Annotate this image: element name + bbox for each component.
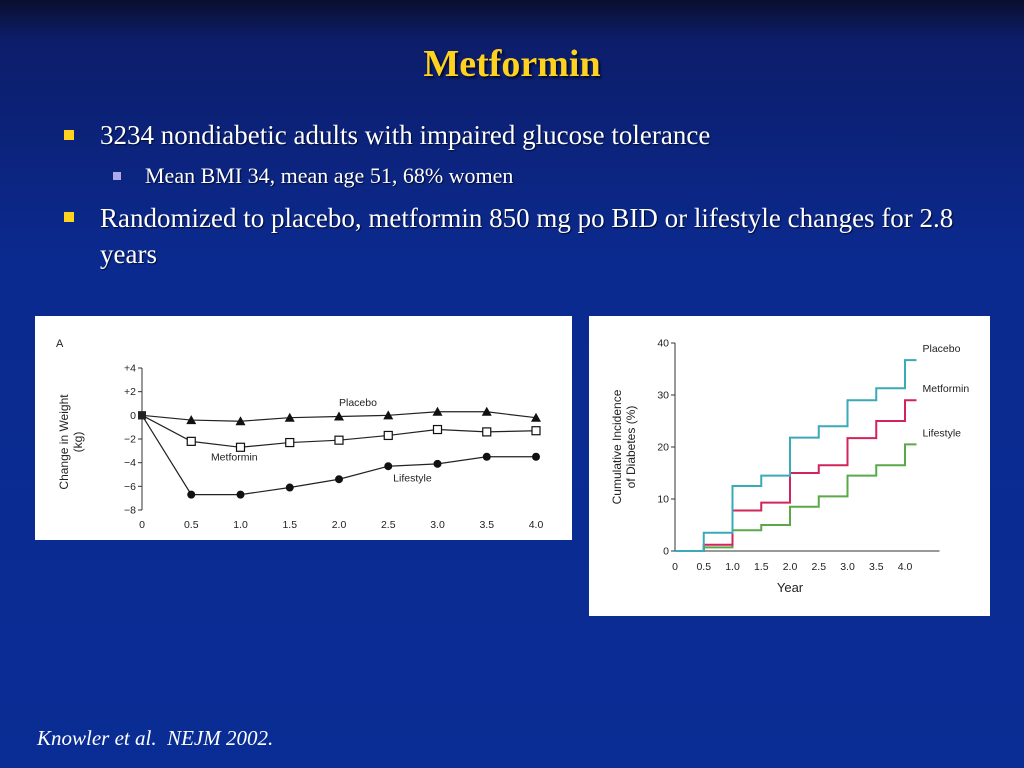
data-point-placebo (284, 412, 295, 422)
x-tick-label: 1.0 (233, 519, 248, 531)
data-point-metformin (383, 430, 393, 441)
x-tick-label: 4.0 (898, 561, 913, 573)
diabetes-incidence-chart-svg: 0 10 20 30 40 0 0.5 1.0 1.5 2.0 2.5 3.0 3.5 4.0 Year Cu… (610, 338, 970, 596)
data-point-placebo (531, 412, 541, 422)
series-label-placebo: Placebo (339, 397, 377, 409)
data-point-lifestyle (187, 490, 196, 499)
data-point-placebo (383, 410, 394, 420)
data-point-placebo (334, 411, 344, 421)
data-point-lifestyle (482, 452, 491, 461)
data-point-metformin (334, 435, 344, 445)
data-point-placebo (186, 415, 197, 425)
sub-bullet-1-text: Mean BMI 34, mean age 51, 68% women (145, 163, 514, 188)
data-point-metformin (186, 436, 196, 446)
data-point-lifestyle (236, 490, 245, 499)
data-point-lifestyle (532, 452, 540, 461)
x-tick-label: 0.5 (184, 519, 199, 531)
data-point-placebo (235, 416, 246, 426)
y-tick-label: −2 (124, 434, 136, 446)
bullet-2-text: Randomized to placebo, metformin 850 mg … (100, 203, 954, 269)
data-point-lifestyle (433, 459, 442, 468)
x-tick-label: 1.0 (725, 561, 740, 573)
square-subbullet-icon (113, 172, 121, 180)
y-tick-label: 0 (130, 410, 136, 422)
y-tick-label: 30 (657, 390, 669, 402)
step-line-metformin (675, 399, 917, 552)
data-point-metformin (432, 424, 443, 435)
x-tick-label: 2.5 (381, 519, 396, 531)
x-tick-label: 0 (139, 519, 145, 531)
data-point-metformin (235, 442, 246, 452)
data-point-metformin (285, 437, 295, 448)
x-tick-label: 2.5 (811, 561, 826, 573)
y-tick-label: 10 (657, 494, 669, 506)
x-tick-label: 1.5 (754, 561, 769, 573)
slide-title: Metformin (423, 43, 601, 85)
x-tick-label: 0 (672, 561, 678, 573)
y-axis-title: Cumulative Incidenceof Diabetes (%) (610, 389, 638, 504)
step-line-placebo (675, 359, 917, 552)
bullet-1-text: 3234 nondiabetic adults with impaired gl… (100, 120, 711, 150)
data-point-metformin (531, 426, 541, 436)
bullet-1: 3234 nondiabetic adults with impaired gl… (64, 118, 964, 152)
y-tick-label: −8 (124, 505, 136, 517)
x-tick-label: 3.0 (430, 519, 445, 531)
y-tick-label: −6 (124, 481, 136, 493)
x-tick-label: 4.0 (529, 519, 544, 531)
y-tick-label: +2 (124, 386, 136, 398)
weight-change-chart: A +4 +2 0 −2 −4 −6 −8 0 0.5 1.0 1.5 2.0 2.5 3.0 3.5 4.0 C… (35, 316, 572, 540)
y-tick-label: −4 (124, 457, 136, 469)
x-tick-label: 3.0 (840, 561, 855, 573)
series-label-lifestyle: Lifestyle (393, 473, 432, 485)
data-point-lifestyle (384, 462, 393, 471)
series-label-lifestyle: Lifestyle (923, 427, 962, 439)
series-label-metformin: Metformin (923, 383, 970, 395)
x-tick-label: 1.5 (282, 519, 297, 531)
x-tick-label: 2.0 (783, 561, 798, 573)
square-bullet-icon (64, 212, 74, 222)
data-point-placebo (481, 406, 492, 416)
panel-label: A (56, 338, 64, 350)
citation-authors: Knowler et al. (37, 726, 157, 750)
data-point-lifestyle (335, 475, 343, 484)
x-axis-title: Year (777, 580, 804, 595)
x-tick-label: 3.5 (479, 519, 494, 531)
series-label-metformin: Metformin (211, 451, 258, 463)
diabetes-incidence-chart: 0 10 20 30 40 0 0.5 1.0 1.5 2.0 2.5 3.0 3.5 4.0 Year Cu… (589, 316, 990, 616)
y-tick-label: +4 (124, 363, 136, 375)
citation: Knowler et al. NEJM 2002. (37, 726, 273, 751)
square-bullet-icon (64, 130, 74, 140)
series-label-placebo: Placebo (923, 343, 961, 355)
bullet-2: Randomized to placebo, metformin 850 mg … (64, 200, 964, 272)
data-point-lifestyle (285, 483, 294, 492)
sub-bullet-1: Mean BMI 34, mean age 51, 68% women (113, 162, 913, 190)
weight-change-chart-svg: A+4+20−2−4−6−80 0.5 1.0 1.5 2.0 2.5 3.0 3.5 4.0C… (56, 338, 544, 531)
data-point-metformin (482, 427, 492, 437)
data-point-placebo (432, 406, 443, 416)
x-tick-label: 0.5 (696, 561, 711, 573)
citation-source: NEJM 2002. (167, 726, 274, 750)
y-tick-label: 20 (657, 442, 669, 454)
y-tick-label: 0 (663, 546, 669, 558)
y-tick-label: 40 (657, 338, 669, 350)
step-line-lifestyle (675, 443, 917, 552)
y-axis-title: Change in Weight(kg) (57, 394, 85, 490)
x-tick-label: 2.0 (332, 519, 347, 531)
x-tick-label: 3.5 (869, 561, 884, 573)
data-point-lifestyle (138, 411, 146, 420)
